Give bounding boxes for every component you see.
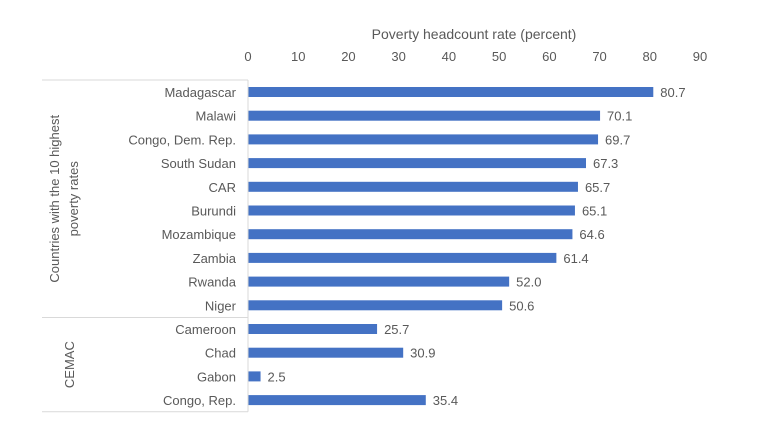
data-label: 35.4 [433, 393, 458, 408]
data-label: 64.6 [579, 227, 604, 242]
bar [248, 229, 573, 240]
bar [248, 87, 654, 97]
x-tick-label: 80 [643, 49, 657, 64]
x-tick-label: 30 [391, 49, 405, 64]
category-label: Niger [205, 298, 237, 313]
bar [248, 324, 378, 334]
bar [248, 110, 601, 121]
category-label: Cameroon [175, 322, 236, 337]
data-label: 52.0 [516, 275, 541, 290]
bar [248, 252, 557, 263]
bar [248, 158, 586, 169]
category-label: Madagascar [164, 85, 236, 100]
x-tick-label: 90 [693, 49, 707, 64]
data-label: 25.7 [384, 322, 409, 337]
x-tick-label: 60 [542, 49, 556, 64]
category-label: CAR [209, 180, 236, 195]
bar [248, 347, 404, 358]
category-label: Rwanda [188, 275, 236, 290]
category-label: Congo, Rep. [163, 393, 236, 408]
category-label: Malawi [196, 109, 237, 124]
category-label: Zambia [193, 251, 237, 266]
data-label: 80.7 [660, 85, 685, 100]
bar [248, 181, 578, 192]
x-tick-label: 10 [291, 49, 305, 64]
category-label: Congo, Dem. Rep. [128, 132, 236, 147]
data-label: 69.7 [605, 132, 630, 147]
bar [248, 276, 510, 287]
data-label: 30.9 [410, 346, 435, 361]
bar [248, 371, 261, 382]
data-label: 50.6 [509, 298, 534, 313]
category-label: Chad [205, 346, 236, 361]
bar [248, 395, 426, 406]
x-tick-label: 0 [244, 49, 251, 64]
group-label: Countries with the 10 highest poverty rat… [47, 115, 81, 283]
bar [248, 300, 503, 311]
category-label: Gabon [197, 369, 236, 384]
data-label: 67.3 [593, 156, 618, 171]
bar [248, 205, 575, 216]
x-tick-label: 20 [341, 49, 355, 64]
data-label: 61.4 [563, 251, 588, 266]
x-tick-label: 70 [592, 49, 606, 64]
data-label: 70.1 [607, 109, 632, 124]
category-label: South Sudan [161, 156, 236, 171]
x-tick-label: 50 [492, 49, 506, 64]
x-tick-label: 40 [442, 49, 456, 64]
data-label: 65.7 [585, 180, 610, 195]
data-label: 2.5 [268, 369, 286, 384]
data-label: 65.1 [582, 204, 607, 219]
category-label: Mozambique [162, 227, 236, 242]
bar [248, 134, 599, 145]
group-label: CEMAC [62, 341, 77, 388]
category-label: Burundi [191, 204, 236, 219]
x-axis-label: Poverty headcount rate (percent) [372, 26, 577, 42]
